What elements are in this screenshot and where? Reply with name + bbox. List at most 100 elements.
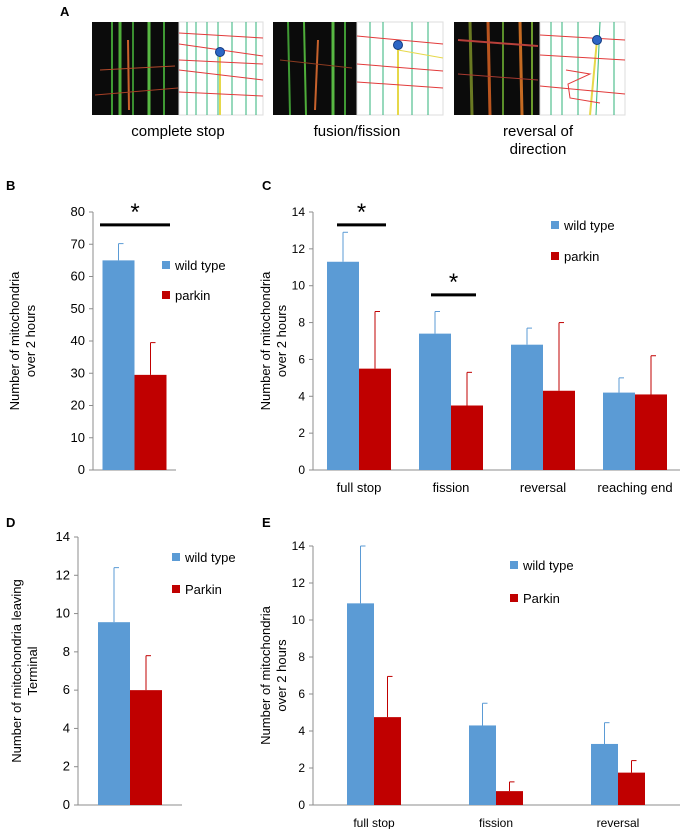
y-tick-label: 14 — [56, 529, 70, 544]
y-tick-label: 14 — [292, 539, 306, 553]
panel-a-label: A — [60, 4, 70, 19]
y-tick-label: 8 — [298, 650, 305, 664]
category-label: fission — [433, 480, 470, 495]
y-tick-label: 0 — [63, 797, 70, 812]
bar-wild-type — [603, 392, 635, 470]
y-axis-label-line: Number of mitochondria — [7, 271, 22, 410]
y-axis-label: Number of mitochondriaover 2 hours — [7, 271, 38, 410]
category-label: full stop — [353, 816, 395, 829]
kymograph-image — [454, 22, 540, 115]
y-tick-label: 0 — [78, 462, 85, 477]
y-tick-label: 4 — [298, 724, 305, 738]
y-tick-label: 0 — [298, 463, 305, 477]
y-tick-label: 4 — [298, 389, 305, 403]
kymograph-reversal: reversal of direction — [454, 21, 626, 158]
bar-parkin — [359, 368, 391, 470]
bar-parkin — [134, 374, 167, 470]
y-tick-label: 10 — [56, 606, 70, 621]
significance-star: * — [130, 199, 139, 226]
legend-label: wild type — [174, 258, 226, 273]
bar-parkin — [451, 405, 483, 470]
bar-parkin — [496, 791, 523, 805]
bar-wild-type — [327, 261, 359, 470]
bar-wild-type — [469, 725, 496, 805]
legend-swatch — [551, 252, 559, 260]
y-tick-label: 8 — [63, 644, 70, 659]
y-tick-label: 2 — [63, 759, 70, 774]
panel-b-chart: B 0 10 20 30 40 50 60 70 80 Number of mitochondria… — [6, 178, 226, 477]
y-axis-label-line: over 2 hours — [274, 639, 289, 712]
legend-swatch — [162, 291, 170, 299]
y-axis-label: Number of mitochondriaover 2 hours — [258, 271, 289, 410]
legend-swatch — [162, 261, 170, 269]
bar-wild-type — [511, 344, 543, 470]
bar-wild-type — [419, 333, 451, 470]
legend-label: Parkin — [185, 582, 222, 597]
significance-star: * — [357, 199, 366, 226]
bar-wild-type — [347, 603, 374, 805]
y-tick-label: 12 — [292, 576, 306, 590]
kymograph-fusion-fission: fusion/fission — [273, 21, 444, 140]
legend-swatch — [510, 594, 518, 602]
panel-label: C — [262, 178, 272, 193]
legend-swatch — [172, 585, 180, 593]
caption-line: direction — [510, 141, 567, 158]
y-tick-label: 10 — [292, 279, 306, 293]
legend-swatch — [172, 553, 180, 561]
legend-label: parkin — [175, 288, 210, 303]
legend-label: wild type — [563, 218, 615, 233]
y-axis-label-line: Terminal — [25, 646, 40, 695]
legend-label: parkin — [564, 249, 599, 264]
legend-swatch — [510, 561, 518, 569]
panel-label: D — [6, 515, 15, 530]
significance-star: * — [449, 269, 458, 296]
y-tick-label: 2 — [298, 761, 305, 775]
legend-label: wild type — [184, 550, 236, 565]
y-tick-label: 14 — [292, 205, 306, 219]
bar-parkin — [543, 390, 575, 470]
y-tick-label: 10 — [292, 613, 306, 627]
legend-swatch — [551, 221, 559, 229]
bar-parkin — [635, 394, 667, 470]
y-tick-label: 10 — [71, 430, 85, 445]
y-tick-label: 80 — [71, 204, 85, 219]
y-tick-label: 12 — [56, 567, 70, 582]
bar-parkin — [374, 717, 401, 805]
y-tick-label: 6 — [63, 682, 70, 697]
y-axis-label-line: Number of mitochondria leaving — [9, 579, 24, 763]
bar-parkin — [130, 690, 162, 805]
category-label: full stop — [337, 480, 382, 495]
y-tick-label: 40 — [71, 333, 85, 348]
bar-wild-type — [98, 622, 130, 805]
panel-label: E — [262, 515, 271, 530]
y-axis-label: Number of mitochondriaover 2 hours — [258, 605, 289, 744]
y-tick-label: 30 — [71, 365, 85, 380]
y-tick-label: 60 — [71, 269, 85, 284]
y-axis-label-line: Number of mitochondria — [258, 605, 273, 744]
y-tick-label: 8 — [298, 316, 305, 330]
caption-complete-stop: complete stop — [131, 123, 224, 140]
category-label: reaching end — [597, 480, 672, 495]
legend-label: wild type — [522, 558, 574, 573]
y-axis-label-line: over 2 hours — [274, 304, 289, 377]
y-tick-label: 70 — [71, 236, 85, 251]
panel-a: A complete stop — [60, 4, 626, 158]
caption-line: fusion/fission — [314, 123, 401, 140]
y-axis-label-line: Number of mitochondria — [258, 271, 273, 410]
category-label: fission — [479, 816, 513, 829]
y-tick-label: 6 — [298, 687, 305, 701]
caption-line: reversal of — [503, 123, 574, 140]
y-tick-label: 12 — [292, 242, 306, 256]
category-label: reversal — [597, 816, 640, 829]
y-tick-label: 20 — [71, 398, 85, 413]
y-tick-label: 2 — [298, 426, 305, 440]
caption-reversal: reversal of direction — [503, 123, 574, 158]
y-tick-label: 4 — [63, 720, 70, 735]
panel-c-chart: C 0 2 4 6 8 10 12 14 Number of mitochondriaover 2… — [258, 178, 680, 495]
bar-parkin — [618, 772, 645, 805]
legend-label: Parkin — [523, 591, 560, 606]
y-tick-label: 6 — [298, 352, 305, 366]
y-axis-label-line: over 2 hours — [23, 304, 38, 377]
